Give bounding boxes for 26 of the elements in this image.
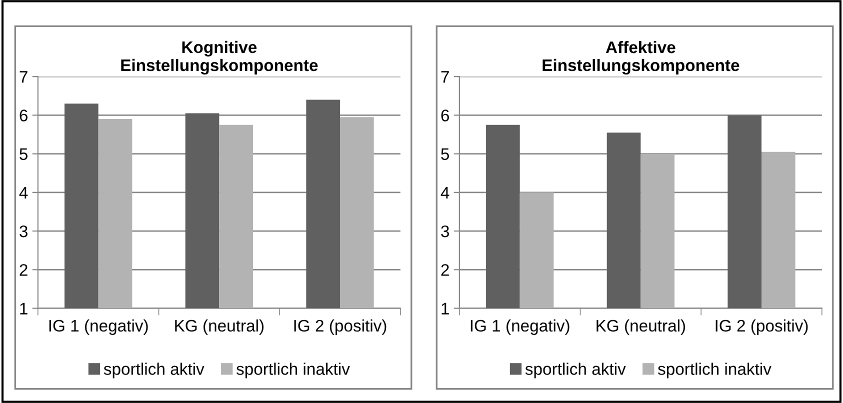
y-tick-label: 1 (20, 302, 28, 314)
chart-title: Kognitive Einstellungskomponente (121, 40, 318, 75)
y-tick-label: 2 (20, 264, 28, 276)
y-tick-label: 1 (442, 302, 449, 314)
y-tick-label: 2 (441, 264, 449, 276)
x-tick-label: IG 1 (negativ) (49, 319, 148, 335)
y-tick-label: 6 (20, 110, 28, 122)
x-tick-label: KG (neutral) (175, 319, 264, 335)
chart-title: Affektive Einstellungskomponente (542, 40, 740, 75)
y-tick-label: 5 (441, 148, 450, 160)
x-tick-label: IG 2 (positiv) (294, 319, 386, 335)
x-tick-label: KG (neutral) (596, 319, 686, 335)
y-tick-label: 3 (20, 225, 28, 238)
y-tick-label: 5 (20, 148, 28, 160)
legend-label: sportlich aktiv (104, 362, 204, 378)
y-tick-label: 7 (20, 71, 28, 83)
y-tick-label: 7 (441, 71, 449, 83)
x-tick-label: IG 2 (positiv) (716, 319, 808, 335)
legend-label: sportlich inaktiv (236, 362, 350, 378)
y-tick-label: 4 (19, 187, 28, 198)
y-tick-label: 6 (441, 110, 449, 122)
x-tick-label: IG 1 (negativ) (470, 319, 570, 335)
legend-label: sportlich inaktiv (658, 362, 772, 378)
legend-label: sportlich aktiv (525, 362, 626, 378)
y-tick-label: 4 (440, 187, 450, 198)
y-tick-label: 3 (441, 225, 449, 238)
